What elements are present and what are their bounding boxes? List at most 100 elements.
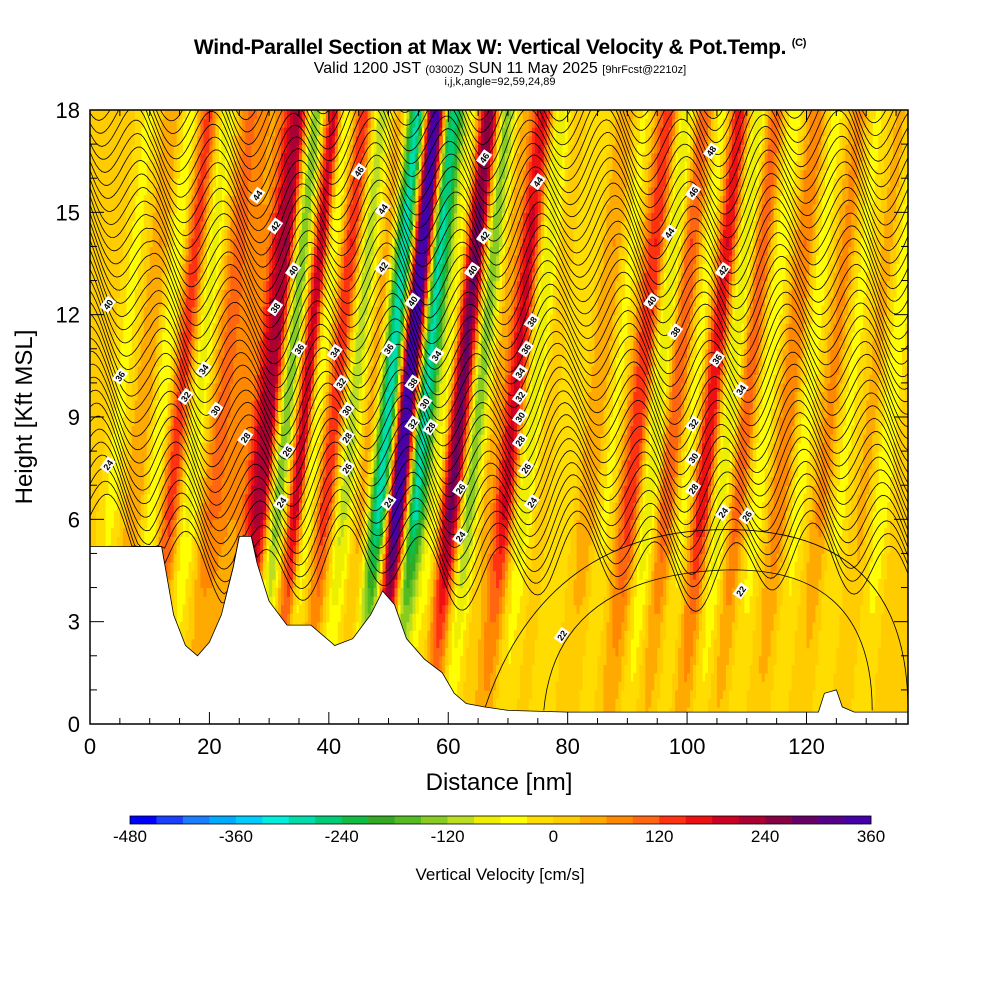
velocity-cell [878,706,882,717]
velocity-cell [564,689,569,700]
velocity-cell [263,561,267,572]
velocity-cell [585,570,590,580]
velocity-cell [469,655,473,665]
velocity-cell [433,621,437,631]
velocity-cell [761,561,766,572]
velocity-cell [758,596,763,606]
velocity-cell [830,647,834,657]
velocity-cell [433,587,437,597]
velocity-cell [457,579,461,589]
velocity-cell [576,672,581,682]
velocity-cell [812,672,817,682]
velocity-cell [678,587,682,597]
velocity-cell [218,553,222,563]
velocity-cell [672,647,676,657]
velocity-cell [734,570,739,580]
velocity-cell [460,672,464,682]
velocity-cell [412,570,417,580]
velocity-cell [597,647,602,657]
velocity-cell [734,689,739,700]
velocity-cell [412,553,417,563]
velocity-cell [737,655,742,665]
velocity-cell [666,647,670,657]
velocity-cell [191,613,196,623]
velocity-cell [287,587,291,597]
velocity-cell [896,621,900,631]
velocity-cell [654,664,658,674]
velocity-cell [403,553,408,563]
velocity-cell [672,638,676,648]
velocity-cell [758,672,763,682]
velocity-cell [406,596,411,606]
velocity-cell [812,638,817,648]
velocity-cell [594,561,599,572]
velocity-cell [618,621,623,631]
velocity-cell [209,613,214,623]
velocity-cell [361,579,366,589]
velocity-cell [627,561,631,572]
velocity-cell [770,647,775,657]
velocity-cell [690,553,694,563]
velocity-cell [451,561,455,572]
velocity-cell [460,587,464,597]
velocity-cell [788,647,793,657]
velocity-cell [770,706,775,717]
velocity-cell [687,570,691,580]
velocity-cell [776,604,781,614]
velocity-cell [543,681,548,691]
velocity-cell [409,638,414,648]
velocity-cell [436,664,440,674]
velocity-cell [830,579,834,589]
velocity-cell [606,706,611,717]
velocity-cell [878,638,882,648]
velocity-cell [815,655,820,665]
velocity-cell [797,613,802,623]
vertical-velocity-field [90,110,908,724]
velocity-cell [209,604,214,614]
velocity-cell [540,698,545,708]
velocity-cell [197,596,202,606]
velocity-cell [215,613,219,623]
velocity-cell [454,621,458,631]
velocity-cell [540,553,545,563]
velocity-cell [510,689,515,700]
velocity-cell [645,647,649,657]
velocity-cell [806,579,811,589]
velocity-cell [905,698,908,708]
velocity-cell [266,579,270,589]
velocity-cell [188,587,193,597]
velocity-cell [463,655,467,665]
velocity-cell [349,579,354,589]
velocity-cell [866,655,870,665]
velocity-cell [313,561,318,572]
velocity-cell [558,613,563,623]
velocity-cell [475,672,479,682]
velocity-cell [633,681,637,691]
velocity-cell [555,596,560,606]
velocity-cell [573,672,578,682]
velocity-cell [570,604,575,614]
velocity-cell [731,596,736,606]
velocity-cell [585,561,590,572]
velocity-cell [295,570,300,580]
velocity-cell [484,698,488,708]
velocity-cell [606,664,611,674]
velocity-cell [391,570,396,580]
velocity-cell [893,664,897,674]
velocity-cell [782,630,787,640]
velocity-cell [749,706,754,717]
velocity-cell [624,570,628,580]
velocity-cell [585,613,590,623]
velocity-cell [749,655,754,665]
velocity-cell [675,638,679,648]
velocity-cell [463,647,467,657]
velocity-cell [672,621,676,631]
velocity-cell [734,672,739,682]
velocity-cell [493,621,497,631]
velocity-cell [543,638,548,648]
velocity-cell [531,698,536,708]
velocity-cell [200,638,205,648]
velocity-cell [740,604,745,614]
velocity-cell [704,587,709,597]
velocity-cell [501,604,506,614]
